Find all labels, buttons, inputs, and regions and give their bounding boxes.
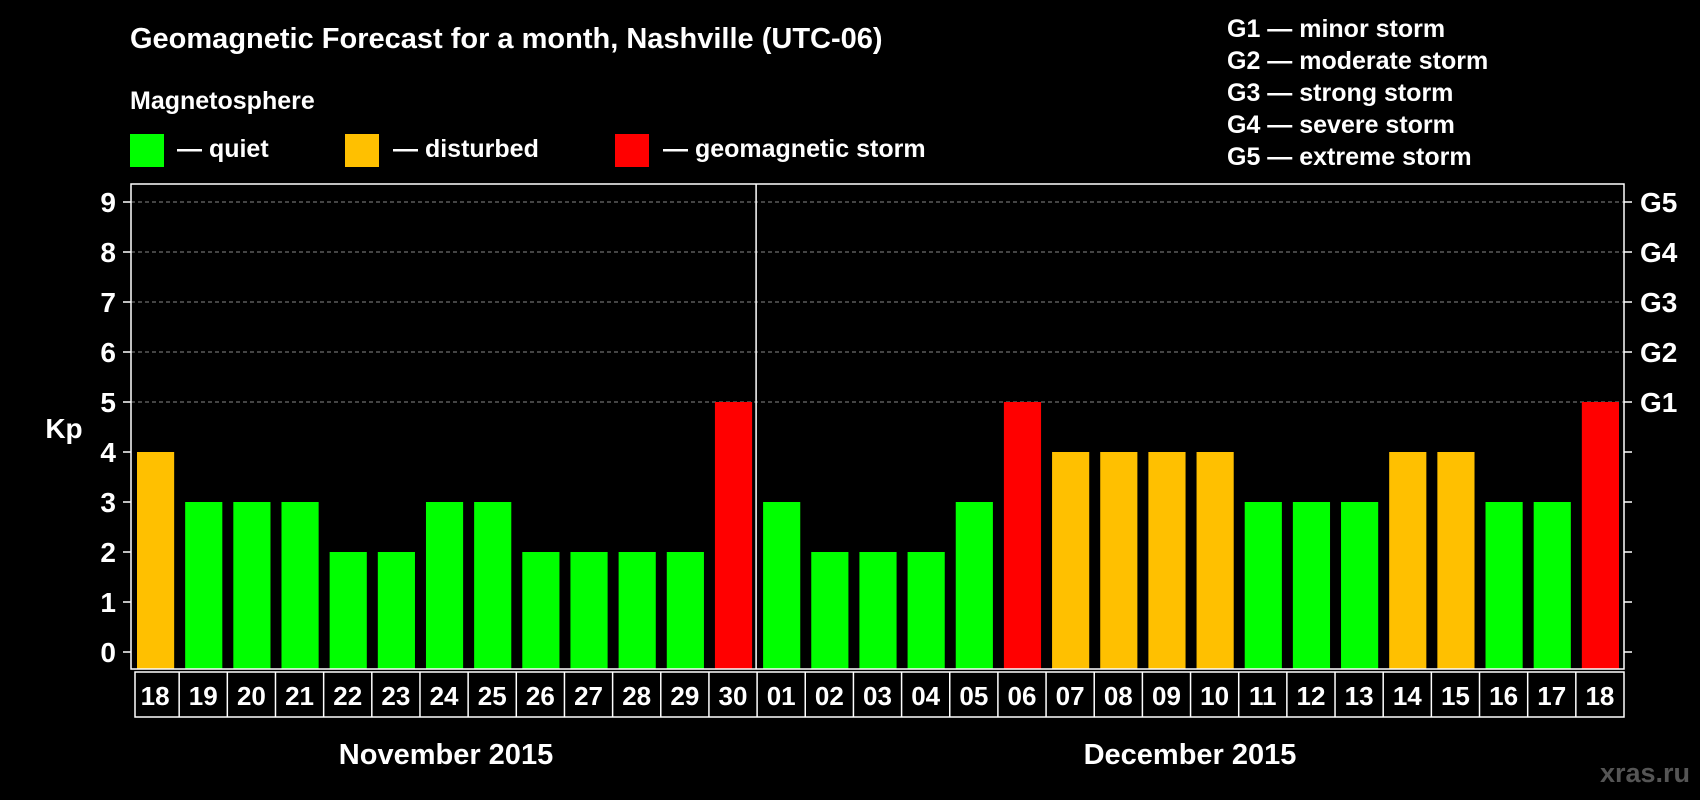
date-label: 22: [333, 681, 362, 711]
right-tick-label: G4: [1640, 237, 1678, 268]
date-label: 30: [719, 681, 748, 711]
bar: [859, 552, 897, 669]
right-tick-label: G1: [1640, 387, 1677, 418]
legend-storm-label: — geomagnetic storm: [663, 135, 926, 163]
date-label: 18: [1585, 681, 1614, 711]
date-label: 25: [478, 681, 507, 711]
bar: [666, 552, 704, 669]
y-axis-label: Kp: [45, 413, 82, 444]
bar: [1244, 502, 1282, 669]
legend-disturbed-label: — disturbed: [393, 135, 539, 163]
bar: [1437, 452, 1475, 669]
legend-quiet-swatch: [130, 134, 164, 167]
date-label: 11: [1249, 681, 1277, 711]
bar: [1581, 402, 1619, 669]
legend-storm-swatch: [615, 134, 649, 167]
right-tick-label: G2: [1640, 337, 1677, 368]
y-tick-label: 9: [100, 187, 116, 218]
bar: [714, 402, 753, 669]
bar: [907, 552, 945, 669]
bar: [1100, 452, 1138, 669]
y-tick-label: 4: [100, 437, 116, 468]
bar: [1196, 452, 1234, 669]
storm-legend-g4: G4 — severe storm: [1227, 111, 1455, 139]
date-row-frame: [134, 671, 1625, 718]
date-label: 17: [1537, 681, 1566, 711]
bar: [377, 552, 415, 669]
bar: [474, 502, 512, 669]
y-tick-label: 3: [100, 487, 116, 518]
date-label: 18: [141, 681, 170, 711]
date-label: 19: [189, 681, 218, 711]
right-tick-label: G5: [1640, 187, 1677, 218]
bar: [1341, 502, 1379, 669]
date-label: 14: [1393, 681, 1422, 711]
plot-frame: [130, 183, 1625, 670]
storm-legend-g1: G1 — minor storm: [1227, 15, 1445, 43]
y-tick-label: 7: [100, 287, 116, 318]
bar: [1485, 502, 1523, 669]
date-label: 01: [767, 681, 796, 711]
bar: [1003, 402, 1042, 669]
date-label: 26: [526, 681, 555, 711]
legend-quiet-label: — quiet: [177, 135, 269, 163]
date-label: 03: [863, 681, 892, 711]
date-label: 04: [911, 681, 940, 711]
bar: [763, 502, 801, 669]
date-label: 15: [1441, 681, 1470, 711]
month-label-december: December 2015: [1084, 739, 1297, 771]
right-tick-label: G3: [1640, 287, 1677, 318]
bar: [185, 502, 223, 669]
bar: [570, 552, 608, 669]
date-label: 13: [1345, 681, 1374, 711]
y-tick-label: 6: [100, 337, 116, 368]
date-label: 21: [285, 681, 314, 711]
storm-legend-g2: G2 — moderate storm: [1227, 47, 1488, 75]
bar: [522, 552, 560, 669]
bar: [618, 552, 656, 669]
storm-legend-g3: G3 — strong storm: [1227, 79, 1453, 107]
month-label-november: November 2015: [339, 739, 553, 771]
bar: [955, 502, 993, 669]
date-label: 28: [622, 681, 651, 711]
y-tick-label: 8: [100, 237, 116, 268]
date-label: 23: [381, 681, 410, 711]
date-label: 06: [1008, 681, 1037, 711]
bar: [1292, 502, 1331, 669]
legend-disturbed-swatch: [345, 134, 379, 167]
chart-title: Geomagnetic Forecast for a month, Nashvi…: [130, 23, 883, 55]
date-label: 16: [1489, 681, 1518, 711]
y-tick-label: 0: [100, 637, 116, 668]
y-tick-label: 1: [100, 587, 116, 618]
date-label: 08: [1104, 681, 1133, 711]
bar: [233, 502, 271, 669]
date-label: 05: [959, 681, 988, 711]
y-tick-label: 2: [100, 537, 116, 568]
bar: [1533, 502, 1571, 669]
bar: [1052, 452, 1090, 669]
date-label: 20: [237, 681, 266, 711]
date-label: 27: [574, 681, 603, 711]
date-label: 10: [1200, 681, 1229, 711]
date-label: 29: [670, 681, 699, 711]
date-label: 09: [1152, 681, 1181, 711]
y-tick-label: 5: [100, 387, 116, 418]
date-label: 12: [1296, 681, 1325, 711]
legend-heading: Magnetosphere: [130, 87, 315, 115]
bar: [1389, 452, 1427, 669]
date-label: 07: [1056, 681, 1085, 711]
date-label: 24: [430, 681, 459, 711]
date-label: 02: [815, 681, 844, 711]
bar: [811, 552, 849, 669]
bar: [137, 452, 175, 669]
bar: [281, 502, 319, 669]
bar: [425, 502, 464, 669]
watermark: xras.ru: [1600, 758, 1690, 788]
storm-legend-g5: G5 — extreme storm: [1227, 143, 1472, 171]
bar: [329, 552, 367, 669]
bar: [1148, 452, 1186, 669]
